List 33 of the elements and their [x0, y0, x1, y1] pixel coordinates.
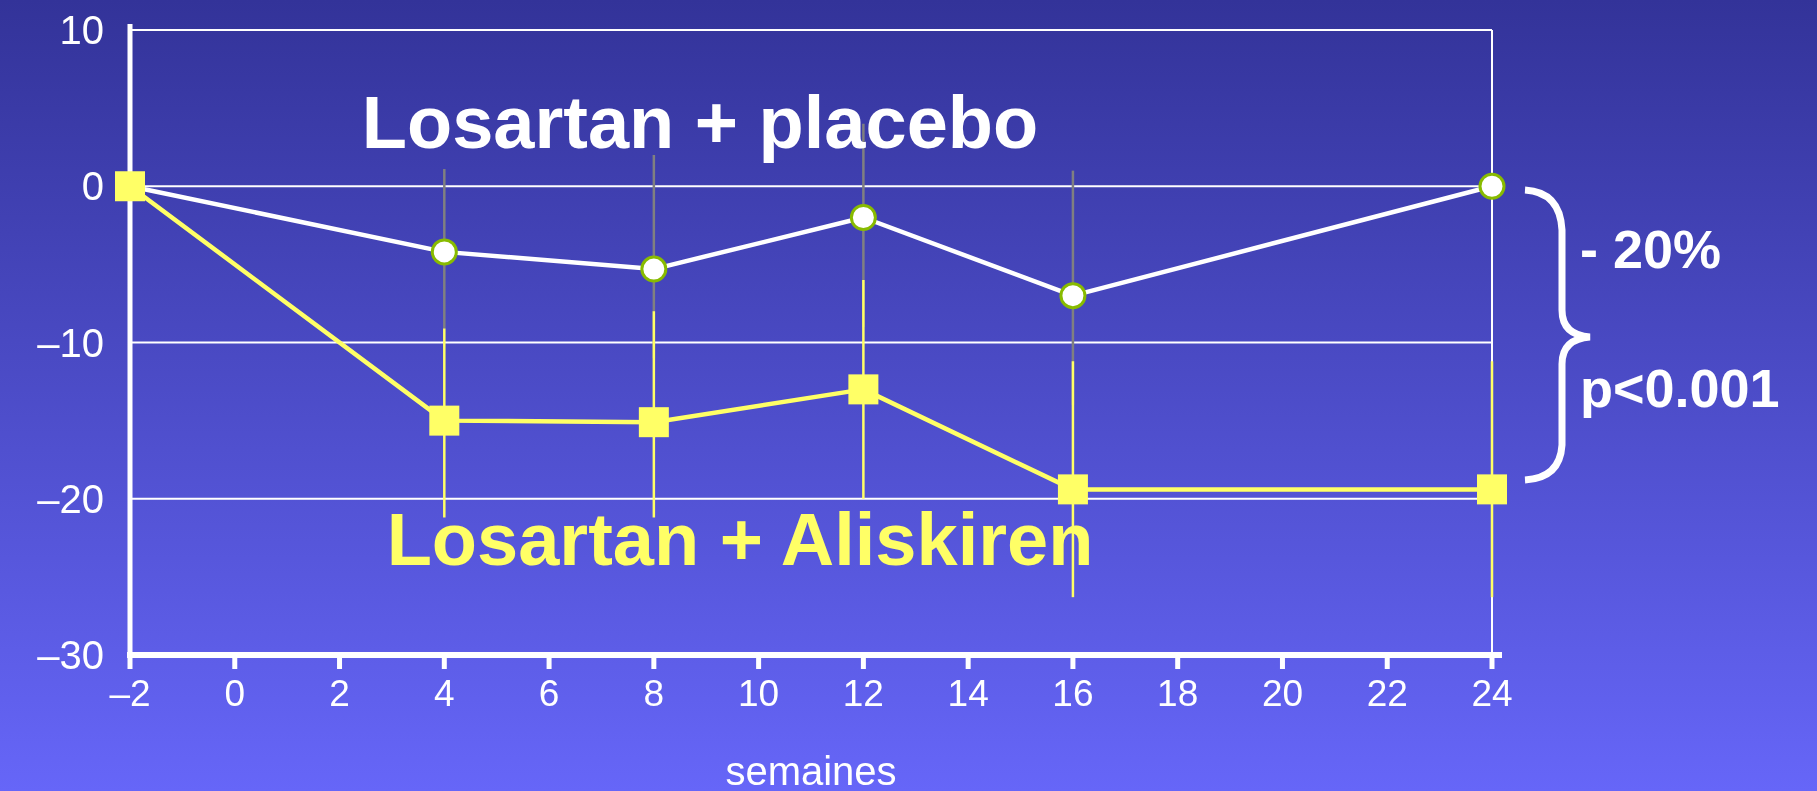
point: [638, 407, 669, 438]
text: p<0.001: [1580, 358, 1780, 418]
y-tick-label: –10: [37, 320, 104, 365]
point: [849, 204, 877, 231]
point: [640, 255, 668, 283]
point: [848, 374, 879, 405]
x-axis-title: semaines: [725, 749, 897, 791]
x-tick-label: 6: [538, 673, 560, 714]
point: [1477, 474, 1507, 505]
y-tick-label: 0: [81, 164, 104, 209]
series-label: Losartan + placebo: [361, 81, 1039, 164]
text: - 20%: [1580, 219, 1722, 279]
point: [1478, 172, 1506, 200]
x-tick-label: 20: [1261, 673, 1304, 714]
x-tick-label: 2: [329, 673, 350, 714]
x-tick-label: 18: [1157, 673, 1199, 714]
x-tick-label: 14: [947, 673, 989, 714]
point: [1059, 282, 1087, 310]
x-tick-label: 0: [224, 673, 246, 714]
x-tick-label: 24: [1471, 673, 1513, 714]
x-tick-label: 8: [643, 673, 665, 714]
x-tick-label: 16: [1052, 673, 1094, 714]
x-tick-label: 12: [842, 673, 884, 714]
point: [1057, 474, 1088, 505]
x-tick-label: 22: [1366, 673, 1408, 714]
x-tick-label: 10: [738, 673, 780, 714]
x-tick-label: 4: [434, 673, 455, 714]
point: [429, 405, 460, 436]
x-tick-label: –2: [109, 673, 151, 714]
y-tick-label: –20: [37, 476, 104, 521]
y-tick-label: –30: [37, 633, 104, 677]
y-tick-label: 10: [59, 8, 104, 52]
point: [430, 238, 458, 266]
